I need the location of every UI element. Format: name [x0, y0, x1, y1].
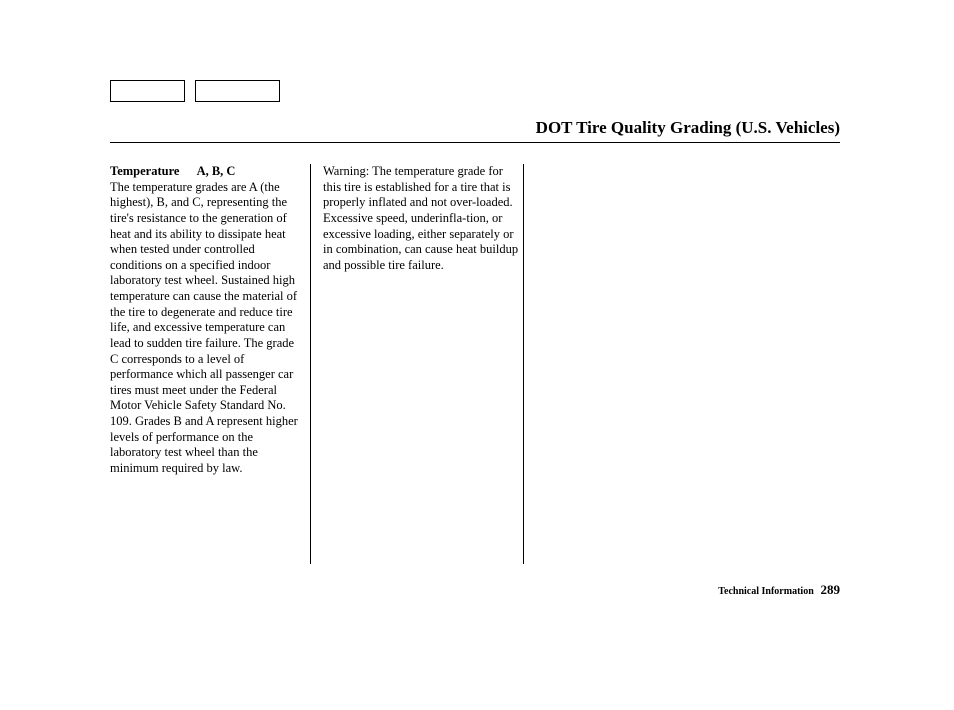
- column-divider-2: [523, 164, 524, 564]
- footer-page-number: 289: [821, 582, 841, 597]
- temperature-heading-grades: A, B, C: [197, 164, 236, 178]
- column-3: [536, 164, 736, 564]
- page-footer: Technical Information 289: [718, 582, 840, 598]
- temperature-heading-line: Temperature A, B, C: [110, 164, 298, 180]
- header-rule: [110, 142, 840, 143]
- nav-box-1: [110, 80, 185, 102]
- column-2-body: Warning: The temperature grade for this …: [323, 164, 523, 273]
- nav-box-2: [195, 80, 280, 102]
- column-1-body: The temperature grades are A (the highes…: [110, 180, 298, 477]
- page-title: DOT Tire Quality Grading (U.S. Vehicles): [536, 118, 840, 138]
- column-1: Temperature A, B, C The temperature grad…: [110, 164, 310, 564]
- content-columns: Temperature A, B, C The temperature grad…: [110, 164, 736, 564]
- column-2: Warning: The temperature grade for this …: [323, 164, 523, 564]
- footer-section-label: Technical Information: [718, 586, 813, 597]
- temperature-heading-label: Temperature: [110, 164, 179, 178]
- top-nav-boxes: [110, 80, 280, 102]
- column-divider-1: [310, 164, 311, 564]
